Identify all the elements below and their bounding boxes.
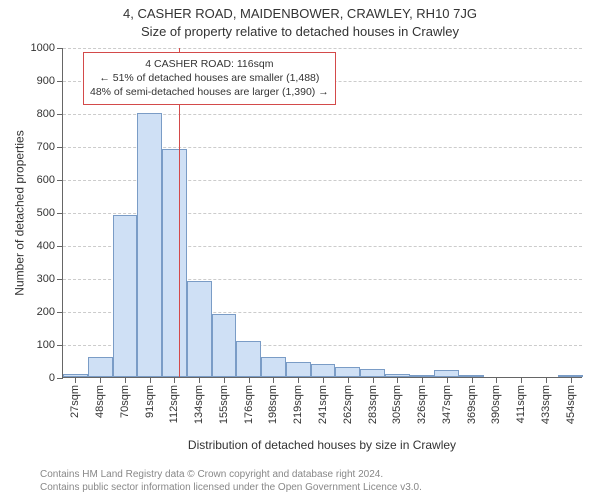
y-tick-label: 600 xyxy=(37,174,55,186)
histogram-bar xyxy=(137,113,162,377)
y-tick xyxy=(57,147,63,148)
y-tick-label: 400 xyxy=(37,240,55,252)
y-tick xyxy=(57,378,63,379)
x-axis-label: Distribution of detached houses by size … xyxy=(62,438,582,452)
x-tick-label: 305sqm xyxy=(391,385,403,424)
x-tick xyxy=(224,377,225,383)
x-tick-label: 283sqm xyxy=(367,385,379,424)
x-tick-label: 347sqm xyxy=(441,385,453,424)
histogram-bar xyxy=(286,362,311,377)
y-tick xyxy=(57,48,63,49)
histogram-bar xyxy=(261,357,286,377)
histogram-bar xyxy=(187,281,212,377)
y-tick xyxy=(57,114,63,115)
x-tick-label: 390sqm xyxy=(490,385,502,424)
chart-subtitle: Size of property relative to detached ho… xyxy=(0,24,600,39)
x-tick xyxy=(571,377,572,383)
y-axis-label: Number of detached properties xyxy=(13,130,27,295)
x-tick xyxy=(199,377,200,383)
x-tick xyxy=(273,377,274,383)
x-tick xyxy=(125,377,126,383)
x-tick-label: 91sqm xyxy=(144,385,156,418)
histogram-bar xyxy=(434,370,459,377)
footer-attribution: Contains HM Land Registry data © Crown c… xyxy=(40,468,590,494)
histogram-bar xyxy=(88,357,113,377)
x-tick-label: 411sqm xyxy=(515,385,527,423)
x-tick xyxy=(521,377,522,383)
x-tick-label: 369sqm xyxy=(466,385,478,424)
x-tick xyxy=(298,377,299,383)
histogram-bar xyxy=(335,367,360,377)
x-tick xyxy=(496,377,497,383)
y-tick xyxy=(57,246,63,247)
annotation-box: 4 CASHER ROAD: 116sqm← 51% of detached h… xyxy=(83,52,336,105)
histogram-bar xyxy=(113,215,138,377)
histogram-bar xyxy=(236,341,261,377)
x-tick xyxy=(397,377,398,383)
x-tick-label: 198sqm xyxy=(267,385,279,424)
x-tick xyxy=(348,377,349,383)
histogram-bar xyxy=(212,314,237,377)
histogram-bar xyxy=(311,364,336,377)
y-tick xyxy=(57,81,63,82)
footer-line-2: Contains public sector information licen… xyxy=(40,481,590,494)
y-tick xyxy=(57,312,63,313)
y-tick-label: 800 xyxy=(37,108,55,120)
y-tick-label: 900 xyxy=(37,75,55,87)
x-tick xyxy=(150,377,151,383)
x-tick xyxy=(174,377,175,383)
x-tick-label: 219sqm xyxy=(292,385,304,424)
y-tick xyxy=(57,213,63,214)
footer-line-1: Contains HM Land Registry data © Crown c… xyxy=(40,468,590,481)
x-tick-label: 433sqm xyxy=(540,385,552,424)
x-tick xyxy=(323,377,324,383)
x-tick xyxy=(447,377,448,383)
y-tick-label: 0 xyxy=(49,372,55,384)
annotation-line: 4 CASHER ROAD: 116sqm xyxy=(90,57,329,71)
x-tick xyxy=(546,377,547,383)
y-tick-label: 1000 xyxy=(31,42,55,54)
x-tick xyxy=(100,377,101,383)
histogram-bar xyxy=(162,149,187,377)
x-tick-label: 262sqm xyxy=(342,385,354,424)
x-tick-label: 454sqm xyxy=(565,385,577,424)
y-axis-label-wrap: Number of detached properties xyxy=(12,48,28,378)
y-tick xyxy=(57,279,63,280)
x-tick-label: 112sqm xyxy=(168,385,180,423)
plot-area: 0100200300400500600700800900100027sqm48s… xyxy=(62,48,582,378)
annotation-line: 48% of semi-detached houses are larger (… xyxy=(90,85,329,99)
y-tick-label: 100 xyxy=(37,339,55,351)
x-tick-label: 48sqm xyxy=(94,385,106,418)
annotation-line: ← 51% of detached houses are smaller (1,… xyxy=(90,71,329,85)
x-tick xyxy=(373,377,374,383)
x-tick-label: 241sqm xyxy=(317,385,329,424)
x-tick-label: 134sqm xyxy=(193,385,205,424)
y-tick-label: 500 xyxy=(37,207,55,219)
chart-title-address: 4, CASHER ROAD, MAIDENBOWER, CRAWLEY, RH… xyxy=(0,6,600,21)
x-tick xyxy=(472,377,473,383)
y-tick-label: 700 xyxy=(37,141,55,153)
y-tick xyxy=(57,345,63,346)
x-tick-label: 176sqm xyxy=(243,385,255,424)
x-tick xyxy=(75,377,76,383)
histogram-bar xyxy=(360,369,385,377)
x-tick-label: 70sqm xyxy=(119,385,131,418)
x-tick xyxy=(422,377,423,383)
chart-container: 4, CASHER ROAD, MAIDENBOWER, CRAWLEY, RH… xyxy=(0,0,600,500)
y-tick-label: 200 xyxy=(37,306,55,318)
y-tick xyxy=(57,180,63,181)
x-tick-label: 155sqm xyxy=(218,385,230,424)
gridline xyxy=(63,48,582,49)
x-tick-label: 326sqm xyxy=(416,385,428,424)
x-tick xyxy=(249,377,250,383)
x-tick-label: 27sqm xyxy=(69,385,81,418)
y-tick-label: 300 xyxy=(37,273,55,285)
